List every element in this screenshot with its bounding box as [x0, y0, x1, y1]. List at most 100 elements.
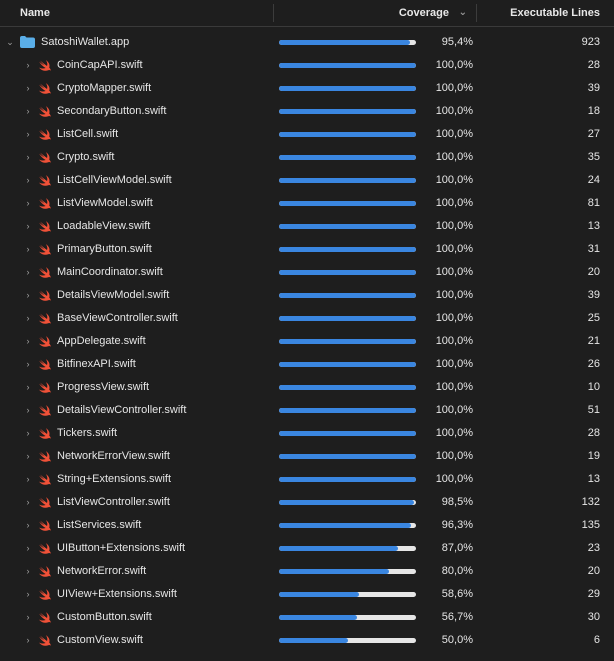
file-row[interactable]: › ListServices.swift 96,3% 135 — [0, 514, 614, 537]
coverage-column-label: Coverage — [398, 7, 449, 19]
coverage-bar-fill — [279, 339, 416, 344]
coverage-percent: 100,0% — [435, 358, 473, 370]
disclosure-collapsed-icon[interactable]: › — [26, 83, 30, 93]
file-row[interactable]: › String+Extensions.swift 100,0% 13 — [0, 468, 614, 491]
disclosure-collapsed-icon[interactable]: › — [26, 543, 30, 553]
file-row[interactable]: › CustomView.swift 50,0% 6 — [0, 629, 614, 652]
file-row[interactable]: › ListViewModel.swift 100,0% 81 — [0, 192, 614, 215]
target-name: SatoshiWallet.app — [41, 36, 130, 48]
disclosure-collapsed-icon[interactable]: › — [26, 451, 30, 461]
coverage-percent: 100,0% — [435, 220, 473, 232]
swift-file-icon — [38, 83, 51, 94]
file-row[interactable]: › Tickers.swift 100,0% 28 — [0, 422, 614, 445]
disclosure-collapsed-icon[interactable]: › — [26, 221, 30, 231]
file-row[interactable]: › DetailsViewController.swift 100,0% 51 — [0, 399, 614, 422]
disclosure-collapsed-icon[interactable]: › — [26, 152, 30, 162]
column-divider[interactable] — [273, 4, 274, 22]
executable-lines: 24 — [587, 174, 600, 186]
file-row[interactable]: › CryptoMapper.swift 100,0% 39 — [0, 77, 614, 100]
disclosure-collapsed-icon[interactable]: › — [26, 474, 30, 484]
executable-lines: 19 — [587, 450, 600, 462]
coverage-percent: 100,0% — [435, 473, 473, 485]
file-name: ListCell.swift — [57, 128, 119, 140]
executable-lines: 132 — [581, 496, 600, 508]
file-row[interactable]: › ProgressView.swift 100,0% 10 — [0, 376, 614, 399]
disclosure-collapsed-icon[interactable]: › — [26, 382, 30, 392]
disclosure-collapsed-icon[interactable]: › — [26, 129, 30, 139]
executable-lines: 25 — [587, 312, 600, 324]
disclosure-collapsed-icon[interactable]: › — [26, 428, 30, 438]
coverage-bar-fill — [279, 615, 357, 620]
file-row[interactable]: › CustomButton.swift 56,7% 30 — [0, 606, 614, 629]
coverage-bar-fill — [279, 201, 416, 206]
file-row[interactable]: › SecondaryButton.swift 100,0% 18 — [0, 100, 614, 123]
swift-file-icon — [38, 244, 51, 255]
disclosure-collapsed-icon[interactable]: › — [26, 405, 30, 415]
file-row[interactable]: › NetworkErrorView.swift 100,0% 19 — [0, 445, 614, 468]
disclosure-collapsed-icon[interactable]: › — [26, 198, 30, 208]
coverage-percent: 100,0% — [435, 404, 473, 416]
disclosure-collapsed-icon[interactable]: › — [26, 589, 30, 599]
file-name: NetworkErrorView.swift — [57, 450, 170, 462]
disclosure-collapsed-icon[interactable]: › — [26, 612, 30, 622]
file-row[interactable]: › DetailsViewModel.swift 100,0% 39 — [0, 284, 614, 307]
file-row[interactable]: › ListCell.swift 100,0% 27 — [0, 123, 614, 146]
file-row[interactable]: › BaseViewController.swift 100,0% 25 — [0, 307, 614, 330]
disclosure-collapsed-icon[interactable]: › — [26, 175, 30, 185]
file-row[interactable]: › MainCoordinator.swift 100,0% 20 — [0, 261, 614, 284]
coverage-bar-fill — [279, 592, 360, 597]
coverage-bar-fill — [279, 40, 410, 45]
coverage-bar-fill — [279, 293, 416, 298]
disclosure-collapsed-icon[interactable]: › — [26, 106, 30, 116]
file-name: UIView+Extensions.swift — [57, 588, 177, 600]
name-column-header[interactable]: Name — [20, 7, 50, 19]
disclosure-collapsed-icon[interactable]: › — [26, 359, 30, 369]
coverage-percent: 100,0% — [435, 335, 473, 347]
executable-lines: 18 — [587, 105, 600, 117]
target-row[interactable]: ⌄ SatoshiWallet.app 95,4% 923 — [0, 31, 614, 54]
executable-lines: 81 — [587, 197, 600, 209]
file-row[interactable]: › BitfinexAPI.swift 100,0% 26 — [0, 353, 614, 376]
disclosure-collapsed-icon[interactable]: › — [26, 313, 30, 323]
file-name: MainCoordinator.swift — [57, 266, 163, 278]
coverage-percent: 100,0% — [435, 105, 473, 117]
file-name: DetailsViewModel.swift — [57, 289, 170, 301]
coverage-bar — [279, 523, 416, 528]
coverage-column-header[interactable]: Coverage ⌄ — [275, 0, 475, 26]
disclosure-collapsed-icon[interactable]: › — [26, 497, 30, 507]
column-divider[interactable] — [476, 4, 477, 22]
coverage-bar-fill — [279, 86, 416, 91]
swift-file-icon — [38, 313, 51, 324]
disclosure-collapsed-icon[interactable]: › — [26, 520, 30, 530]
disclosure-collapsed-icon[interactable]: › — [26, 60, 30, 70]
coverage-bar — [279, 63, 416, 68]
file-row[interactable]: › AppDelegate.swift 100,0% 21 — [0, 330, 614, 353]
disclosure-collapsed-icon[interactable]: › — [26, 267, 30, 277]
coverage-percent: 100,0% — [435, 289, 473, 301]
coverage-bar-fill — [279, 178, 416, 183]
file-name: ListViewModel.swift — [57, 197, 153, 209]
file-name: ListCellViewModel.swift — [57, 174, 172, 186]
disclosure-collapsed-icon[interactable]: › — [26, 635, 30, 645]
file-row[interactable]: › Crypto.swift 100,0% 35 — [0, 146, 614, 169]
file-row[interactable]: › LoadableView.swift 100,0% 13 — [0, 215, 614, 238]
file-name: ListViewController.swift — [57, 496, 170, 508]
disclosure-expanded-icon[interactable]: ⌄ — [6, 37, 14, 47]
file-row[interactable]: › ListCellViewModel.swift 100,0% 24 — [0, 169, 614, 192]
file-row[interactable]: › UIView+Extensions.swift 58,6% 29 — [0, 583, 614, 606]
file-name: LoadableView.swift — [57, 220, 151, 232]
disclosure-collapsed-icon[interactable]: › — [26, 336, 30, 346]
coverage-bar — [279, 40, 416, 45]
disclosure-collapsed-icon[interactable]: › — [26, 244, 30, 254]
disclosure-collapsed-icon[interactable]: › — [26, 290, 30, 300]
table-header: Name Coverage ⌄ Executable Lines — [0, 0, 614, 27]
file-row[interactable]: › NetworkError.swift 80,0% 20 — [0, 560, 614, 583]
executable-lines-column-header[interactable]: Executable Lines — [510, 7, 600, 19]
disclosure-collapsed-icon[interactable]: › — [26, 566, 30, 576]
coverage-bar — [279, 500, 416, 505]
file-row[interactable]: › PrimaryButton.swift 100,0% 31 — [0, 238, 614, 261]
file-row[interactable]: › UIButton+Extensions.swift 87,0% 23 — [0, 537, 614, 560]
file-row[interactable]: › ListViewController.swift 98,5% 132 — [0, 491, 614, 514]
file-name: CustomButton.swift — [57, 611, 152, 623]
file-row[interactable]: › CoinCapAPI.swift 100,0% 28 — [0, 54, 614, 77]
